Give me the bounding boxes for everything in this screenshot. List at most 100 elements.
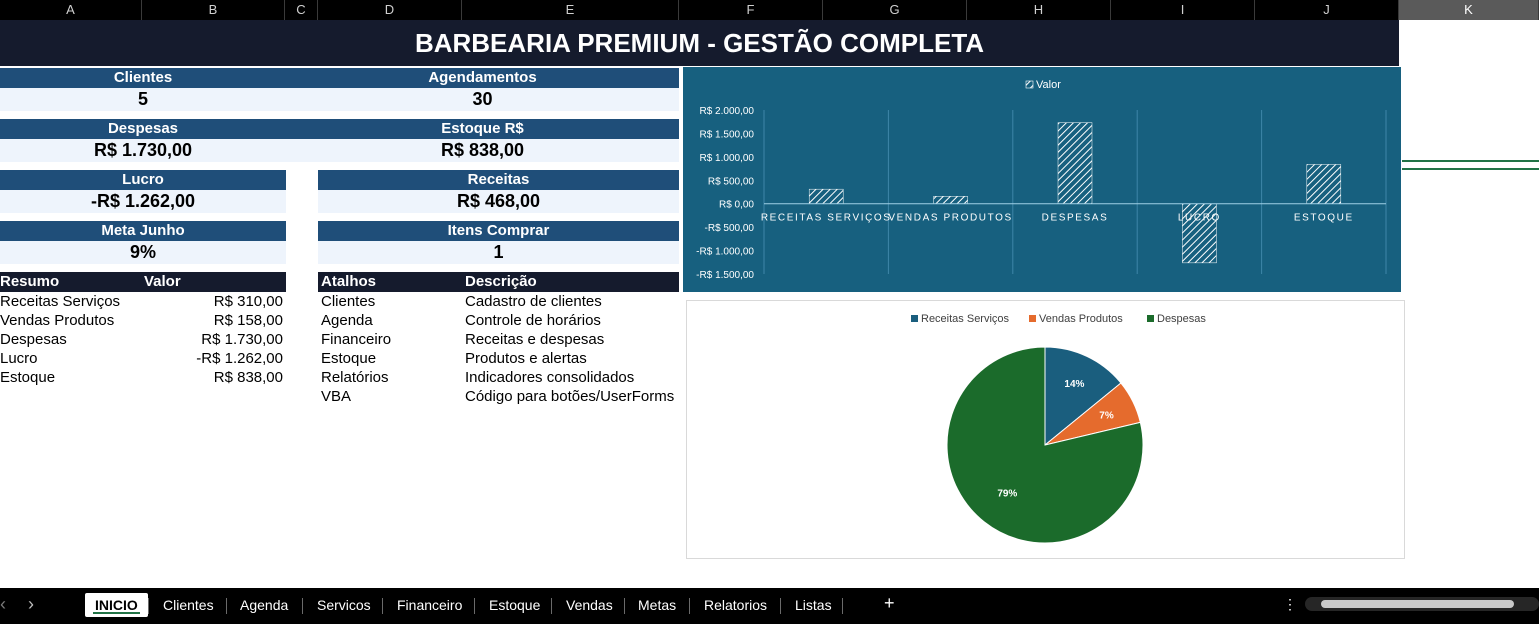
horizontal-scrollbar[interactable] — [1305, 597, 1539, 611]
resumo-name[interactable]: Despesas — [0, 331, 67, 348]
atalho-name[interactable]: VBA — [321, 388, 352, 405]
kpi-clientes-label: Clientes — [0, 68, 286, 88]
atalho-desc[interactable]: Receitas e despesas — [465, 331, 605, 348]
kpi-receitas-value[interactable]: R$ 468,00 — [318, 190, 679, 213]
tab-separator — [474, 598, 475, 614]
pie-data-label: 7% — [1099, 411, 1114, 422]
table-row: Clientes Cadastro de clientes — [318, 292, 679, 311]
resumo-value[interactable]: R$ 310,00 — [213, 293, 283, 310]
column-header-h[interactable]: H — [967, 0, 1111, 20]
next-sheet-icon[interactable]: › — [28, 594, 34, 614]
atalho-desc[interactable]: Produtos e alertas — [465, 350, 587, 367]
atalho-desc[interactable]: Cadastro de clientes — [465, 293, 602, 310]
category-label: ESTOQUE — [1294, 213, 1354, 224]
tab-financeiro[interactable]: Financeiro — [397, 597, 463, 613]
bar — [933, 196, 968, 204]
bar-chart[interactable]: Valor R$ 2.000,00 R$ 1.500,00 R$ 1.000,00 R$… — [683, 67, 1401, 292]
column-header-e[interactable]: E — [462, 0, 679, 20]
column-header-d[interactable]: D — [318, 0, 462, 20]
kpi-lucro-value[interactable]: -R$ 1.262,00 — [0, 190, 286, 213]
column-header-a[interactable]: A — [0, 0, 142, 20]
tab-vendas[interactable]: Vendas — [566, 597, 613, 613]
more-options-icon[interactable]: ⋮ — [1283, 596, 1297, 612]
table-row: VBA Código para botões/UserForms — [318, 387, 679, 406]
resumo-value[interactable]: R$ 1.730,00 — [201, 331, 283, 348]
legend-label: Valor — [1036, 79, 1061, 91]
y-tick-label: R$ 2.000,00 — [700, 106, 755, 117]
column-header-k[interactable]: K — [1399, 0, 1539, 20]
bar — [1057, 122, 1093, 204]
kpi-itens-value[interactable]: 1 — [318, 241, 679, 264]
legend-label: Despesas — [1157, 313, 1206, 325]
table-row: Relatórios Indicadores consolidados — [318, 368, 679, 387]
resumo-value[interactable]: R$ 838,00 — [213, 369, 283, 386]
tab-estoque[interactable]: Estoque — [489, 597, 541, 613]
column-header-row: A B C D E F G H I J K — [0, 0, 1539, 20]
kpi-agendamentos-value[interactable]: 30 — [286, 88, 679, 111]
tab-separator — [382, 598, 383, 614]
kpi-estoque-value[interactable]: R$ 838,00 — [286, 139, 679, 162]
tab-servicos[interactable]: Servicos — [317, 597, 371, 613]
atalho-name[interactable]: Agenda — [321, 312, 373, 329]
tab-inicio[interactable]: INICIO — [85, 593, 148, 617]
kpi-agendamentos-label: Agendamentos — [286, 68, 679, 88]
y-tick-label: R$ 0,00 — [719, 200, 754, 211]
table-row: Estoque Produtos e alertas — [318, 349, 679, 368]
kpi-lucro-label: Lucro — [0, 170, 286, 190]
resumo-header-value[interactable]: Valor — [144, 273, 181, 290]
atalho-name[interactable]: Relatórios — [321, 369, 389, 386]
atalho-name[interactable]: Financeiro — [321, 331, 392, 348]
resumo-name[interactable]: Vendas Produtos — [0, 312, 115, 329]
atalho-desc[interactable]: Código para botões/UserForms — [465, 388, 675, 405]
y-tick-label: R$ 500,00 — [708, 176, 755, 187]
legend-swatch — [911, 315, 918, 322]
atalho-name[interactable]: Clientes — [321, 293, 376, 310]
y-tick-label: -R$ 1.500,00 — [696, 270, 754, 281]
pie-slice — [1044, 346, 1122, 447]
kpi-meta-value[interactable]: 9% — [0, 241, 286, 264]
tab-separator — [148, 598, 149, 614]
tab-listas[interactable]: Listas — [795, 597, 832, 613]
pie-chart[interactable]: Receitas Serviços Vendas Produtos Despesas… — [686, 300, 1405, 559]
scrollbar-thumb[interactable] — [1321, 600, 1514, 608]
kpi-clientes-value[interactable]: 5 — [0, 88, 286, 111]
tab-metas[interactable]: Metas — [638, 597, 677, 613]
atalho-desc[interactable]: Indicadores consolidados — [465, 369, 635, 386]
kpi-despesas-label: Despesas — [0, 119, 286, 139]
atalhos-header-desc[interactable]: Descrição — [465, 273, 537, 290]
tab-separator — [551, 598, 552, 614]
bar — [808, 188, 844, 204]
column-header-j[interactable]: J — [1255, 0, 1399, 20]
table-row: Lucro -R$ 1.262,00 — [0, 349, 286, 368]
sheet-tab-bar: ‹ › INICIO Clientes Agenda Servicos Fina… — [0, 588, 1539, 624]
prev-sheet-icon[interactable]: ‹ — [0, 594, 6, 614]
category-label: LUCRO — [1178, 213, 1221, 224]
y-tick-label: R$ 1.000,00 — [700, 153, 755, 164]
table-row: Estoque R$ 838,00 — [0, 368, 286, 387]
column-header-b[interactable]: B — [142, 0, 285, 20]
atalho-desc[interactable]: Controle de horários — [465, 312, 601, 329]
resumo-value[interactable]: -R$ 1.262,00 — [196, 350, 283, 367]
add-sheet-icon[interactable]: + — [884, 593, 895, 613]
y-tick-label: R$ 1.500,00 — [700, 129, 755, 140]
tab-clientes[interactable]: Clientes — [163, 597, 214, 613]
resumo-name[interactable]: Estoque — [0, 369, 56, 386]
resumo-header-name[interactable]: Resumo — [0, 273, 60, 290]
resumo-name[interactable]: Lucro — [0, 350, 38, 367]
column-header-c[interactable]: C — [285, 0, 318, 20]
kpi-estoque-label: Estoque R$ — [286, 119, 679, 139]
atalhos-header-name[interactable]: Atalhos — [321, 273, 377, 290]
atalho-name[interactable]: Estoque — [321, 350, 377, 367]
resumo-name[interactable]: Receitas Serviços — [0, 293, 121, 310]
kpi-despesas-value[interactable]: R$ 1.730,00 — [0, 139, 286, 162]
legend-swatch — [1025, 80, 1034, 89]
tab-separator — [842, 598, 843, 614]
pie-data-label: 14% — [1064, 379, 1084, 390]
pie-slice — [946, 346, 1144, 544]
column-header-g[interactable]: G — [823, 0, 967, 20]
tab-agenda[interactable]: Agenda — [240, 597, 289, 613]
column-header-f[interactable]: F — [679, 0, 823, 20]
tab-relatorios[interactable]: Relatorios — [704, 597, 768, 613]
resumo-value[interactable]: R$ 158,00 — [213, 312, 283, 329]
column-header-i[interactable]: I — [1111, 0, 1255, 20]
